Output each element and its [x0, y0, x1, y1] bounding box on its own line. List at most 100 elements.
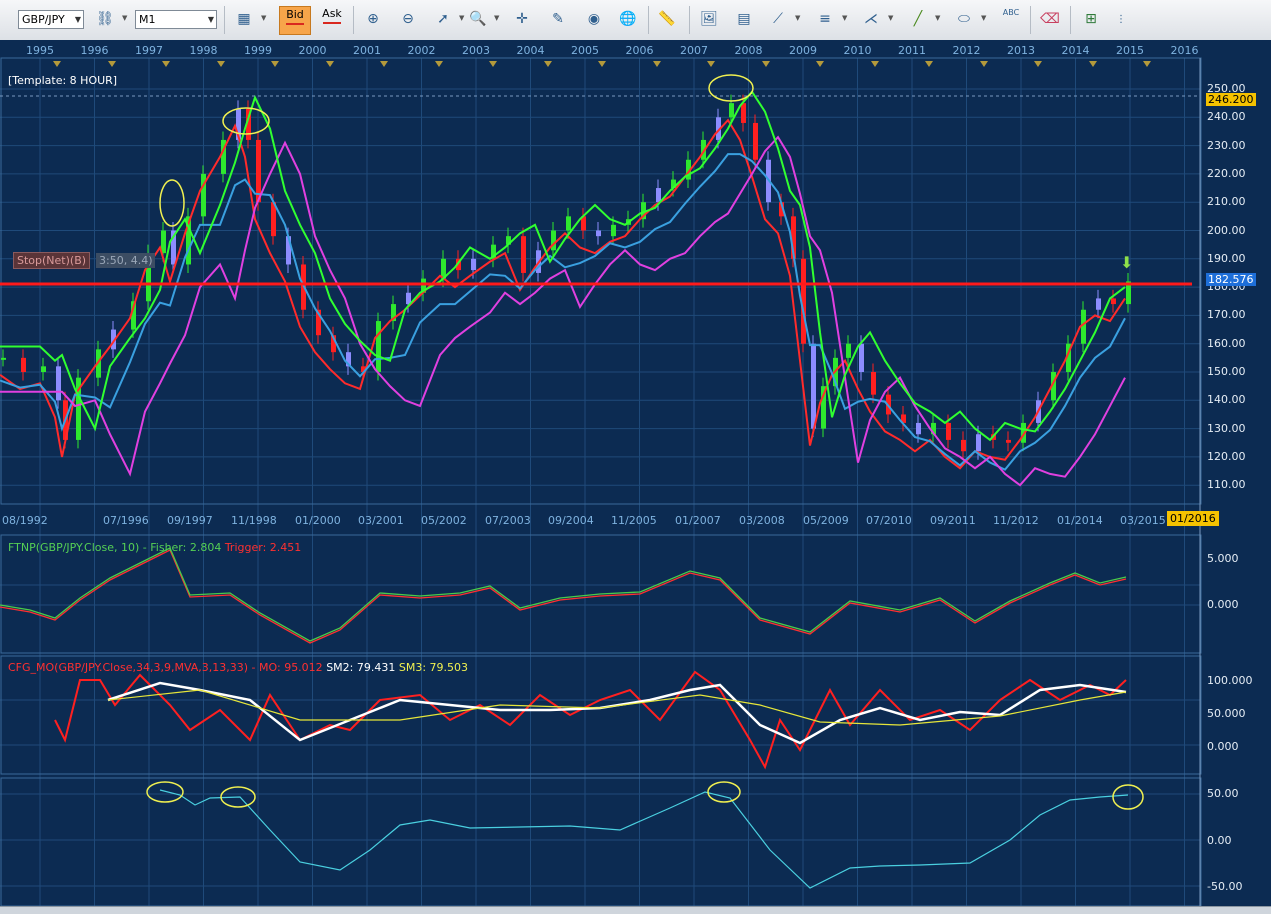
year-marker-icon[interactable]: [53, 61, 61, 67]
year-marker-icon[interactable]: [979, 61, 988, 67]
year-marker-icon[interactable]: [107, 61, 116, 67]
text-tool-icon[interactable]: ABC: [998, 6, 1024, 33]
osc-tick: 50.00: [1207, 787, 1239, 800]
bid-button[interactable]: Bid: [279, 6, 311, 35]
year-label: 2004: [516, 44, 545, 57]
chevron-down-icon[interactable]: ▼: [795, 14, 801, 22]
chevron-down-icon[interactable]: ▼: [842, 14, 848, 22]
candle-body: [976, 434, 981, 452]
chevron-down-icon[interactable]: ▼: [981, 14, 987, 22]
highlight-ellipse: [159, 179, 185, 227]
view-icon[interactable]: ◉: [587, 11, 601, 27]
year-marker-icon[interactable]: [434, 61, 443, 67]
image-icon[interactable]: 🖼: [700, 11, 718, 27]
chevron-down-icon[interactable]: ▼: [935, 14, 941, 22]
toolbar-overflow-icon[interactable]: ⋮: [1116, 14, 1126, 25]
template-label: [Template: 8 HOUR]: [8, 74, 118, 87]
toolbar-divider: [1030, 6, 1031, 34]
year-label: 2008: [734, 44, 763, 57]
year-marker-icon[interactable]: [1088, 61, 1097, 67]
chevron-down-icon[interactable]: ▼: [459, 14, 465, 22]
year-marker-icon[interactable]: [216, 61, 225, 67]
candle-body: [271, 202, 276, 237]
highlight-ellipse: [220, 786, 256, 808]
toolbar-divider: [1070, 6, 1071, 34]
chevron-down-icon[interactable]: ▼: [888, 14, 894, 22]
year-marker-icon[interactable]: [1034, 61, 1042, 67]
timeframe-select[interactable]: M1 ▼: [135, 10, 217, 29]
chevron-down-icon[interactable]: ▼: [494, 14, 500, 22]
candle-body: [1081, 309, 1086, 344]
candle-body: [286, 236, 291, 265]
year-marker-icon[interactable]: [380, 61, 388, 67]
zoom-in-icon[interactable]: ⊕: [367, 11, 379, 27]
zoom-out-icon[interactable]: ⊖: [402, 11, 414, 27]
date-label: 03/2015: [1120, 514, 1166, 527]
year-marker-icon[interactable]: [1143, 61, 1151, 67]
year-marker-icon[interactable]: [162, 61, 170, 67]
bid-label: Bid: [286, 8, 304, 21]
year-label: 2005: [571, 44, 599, 57]
fan-icon[interactable]: ⋌: [864, 11, 878, 27]
red-ma-line: [0, 118, 1126, 470]
year-marker-icon[interactable]: [271, 61, 279, 67]
chart-area[interactable]: ⬇ 1995 1996 1997 1998 1999 2000 2001 2002 2003 20…: [0, 40, 1271, 910]
candle-body: [1051, 372, 1056, 401]
chart-canvas[interactable]: ⬇: [0, 40, 1271, 910]
template-icon[interactable]: ▤: [737, 11, 751, 27]
chevron-down-icon[interactable]: ▼: [122, 14, 128, 22]
main-toolbar: GBP/JPY ▼ ⛓ ▼ M1 ▼ ▦ ▼ Bid Ask ⊕ ⊖ ➚ ▼ 🔍…: [0, 0, 1271, 41]
year-marker-icon[interactable]: [925, 61, 933, 67]
ruler-icon[interactable]: 📏: [658, 11, 676, 27]
candle-body: [716, 117, 721, 140]
candle-body: [41, 366, 46, 372]
candle-body: [931, 422, 936, 435]
price-tick: 110.00: [1207, 478, 1246, 492]
chart-type-icon[interactable]: ▦: [237, 11, 251, 27]
cfg-sm3: SM3: 79.503: [398, 661, 469, 674]
candle-body: [521, 236, 526, 273]
year-label: 1999: [244, 44, 272, 57]
candle-body: [391, 304, 396, 322]
date-label: 08/1992: [2, 514, 48, 527]
year-marker-icon[interactable]: [598, 61, 606, 67]
magnifier-icon[interactable]: 🔍: [469, 11, 487, 27]
year-marker-icon[interactable]: [761, 61, 770, 67]
hierarchy-icon[interactable]: ⊞: [1085, 11, 1097, 27]
ask-button[interactable]: Ask: [316, 6, 348, 35]
price-tick: 220.00: [1207, 166, 1246, 180]
symbol-select[interactable]: GBP/JPY ▼: [18, 10, 84, 29]
stop-net-label[interactable]: Stop(Net)(B): [13, 252, 91, 269]
year-marker-icon[interactable]: [816, 61, 824, 67]
fibonacci-icon[interactable]: ⟋: [773, 11, 783, 27]
candle-body: [186, 216, 191, 265]
ellipse-icon[interactable]: ⬭: [958, 11, 970, 27]
globe-icon[interactable]: 🌐: [619, 11, 637, 27]
year-marker-icon[interactable]: [543, 61, 552, 67]
properties-icon[interactable]: ✎: [552, 11, 564, 27]
link-off-icon[interactable]: ⛓: [96, 11, 114, 27]
year-marker-icon[interactable]: [325, 61, 334, 67]
year-marker-icon[interactable]: [707, 61, 715, 67]
cursor-icon[interactable]: ➚: [437, 11, 449, 27]
candle-body: [256, 139, 261, 203]
candle-body: [871, 372, 876, 395]
year-marker-icon[interactable]: [870, 61, 879, 67]
year-marker-icon[interactable]: [652, 61, 661, 67]
cfg-title: CFG_MO(GBP/JPY.Close,34,3,9,MVA,3,13,33)…: [8, 661, 260, 674]
candle-body: [246, 108, 251, 140]
chevron-down-icon[interactable]: ▼: [261, 14, 267, 22]
trendline-icon[interactable]: ╱: [913, 11, 923, 27]
date-label: 03/2001: [358, 514, 404, 527]
candle-body: [811, 343, 816, 429]
symbol-value: GBP/JPY: [22, 13, 65, 26]
lines-icon[interactable]: ≡: [819, 11, 831, 27]
candle-body: [611, 224, 616, 237]
ask-underline: [323, 22, 341, 24]
price-panel: ⬇: [0, 74, 1200, 487]
candle-body: [916, 422, 921, 435]
eraser-icon[interactable]: ⌫: [1040, 11, 1060, 27]
candle-body: [491, 244, 496, 259]
crosshair-icon[interactable]: ✛: [516, 11, 528, 27]
year-marker-icon[interactable]: [489, 61, 497, 67]
